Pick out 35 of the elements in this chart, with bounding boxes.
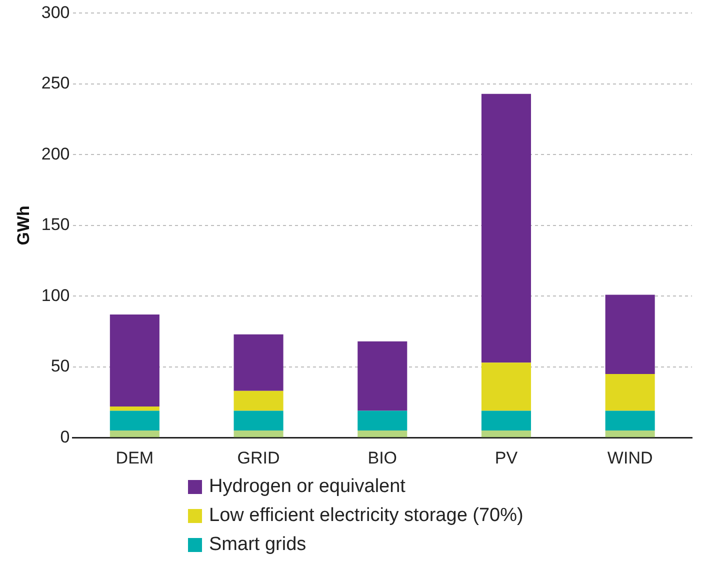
bar: [481, 362, 531, 411]
x-tick-label: PV: [494, 448, 518, 468]
legend-label: Smart grids: [209, 533, 306, 557]
y-tick-label: 150: [41, 215, 70, 234]
bar: [358, 410, 408, 431]
y-tick-label: 200: [41, 144, 70, 164]
y-tick-label: 250: [41, 74, 70, 93]
bar: [110, 430, 160, 438]
legend-label: Hydrogen or equivalent: [209, 475, 406, 499]
bar: [605, 374, 655, 411]
bar: [481, 410, 531, 431]
bar: [605, 430, 655, 438]
x-tick-label: GRID: [237, 448, 280, 468]
y-tick-label: 300: [41, 2, 70, 22]
y-tick-label: 50: [50, 356, 70, 376]
legend-label: Low efficient electricity storage (70%): [209, 504, 524, 528]
y-tick-label: 100: [41, 286, 70, 305]
bar: [605, 294, 655, 374]
bar: [234, 334, 284, 391]
bar: [234, 410, 284, 431]
bar: [358, 430, 408, 438]
bar: [110, 410, 160, 431]
x-tick-label: DEM: [116, 448, 154, 468]
x-tick-label: WIND: [607, 448, 653, 468]
y-axis-title: GWh: [14, 206, 33, 246]
bar: [110, 314, 160, 406]
bar: [358, 341, 408, 411]
y-tick-label: 0: [60, 427, 70, 446]
bar: [110, 406, 160, 411]
bar: [605, 410, 655, 431]
bar: [481, 94, 531, 363]
bar: [234, 430, 284, 438]
bar: [234, 390, 284, 411]
bar: [481, 430, 531, 438]
x-tick-label: BIO: [368, 448, 398, 468]
